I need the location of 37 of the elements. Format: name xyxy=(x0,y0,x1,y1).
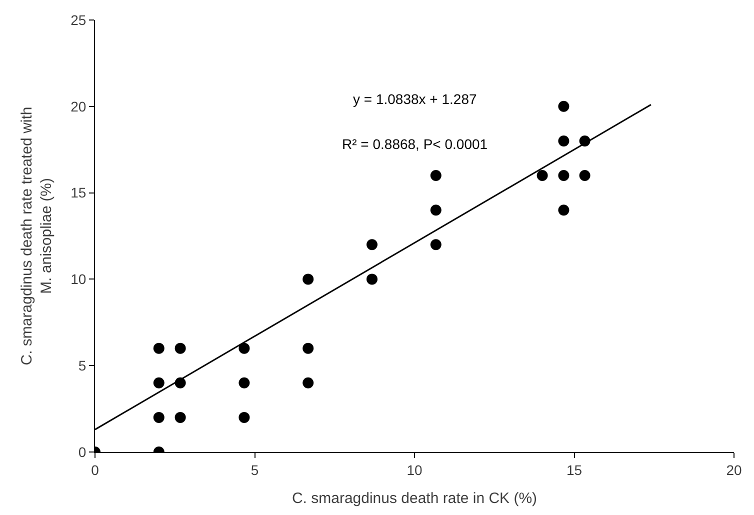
x-tick-label: 15 xyxy=(566,462,582,478)
point xyxy=(153,412,164,423)
y-tick-label: 20 xyxy=(70,98,86,114)
point xyxy=(153,377,164,388)
point xyxy=(238,342,250,354)
point xyxy=(558,170,570,182)
point xyxy=(536,170,548,182)
point xyxy=(174,412,186,423)
point xyxy=(366,274,378,285)
point xyxy=(579,170,590,182)
annotation: R² = 0.8868, P< 0.0001 xyxy=(342,136,488,152)
point xyxy=(430,204,442,216)
point xyxy=(430,239,442,250)
x-tick-label: 20 xyxy=(726,462,742,478)
point xyxy=(430,170,442,182)
y-axis-title: C. smaragdinus death rate treated with M. anisopliae (%) xyxy=(18,106,55,366)
y-tick-label: 5 xyxy=(78,358,86,374)
y-tick-label: 25 xyxy=(70,12,86,28)
point xyxy=(238,377,250,388)
y-tick-label: 15 xyxy=(70,184,86,201)
x-tick-label: 5 xyxy=(250,462,259,478)
point xyxy=(302,274,314,285)
point xyxy=(558,100,570,112)
point xyxy=(238,412,250,423)
x-axis-title: C. smaragdinus death rate in CK (%) xyxy=(292,490,538,507)
point xyxy=(366,239,378,250)
y-tick-label: 10 xyxy=(70,271,86,288)
point xyxy=(174,342,186,354)
x-tick-label: 0 xyxy=(91,462,100,478)
y-tick-label: 0 xyxy=(78,444,86,460)
point xyxy=(558,204,570,216)
x-tick-label: 10 xyxy=(406,462,422,478)
annotation: y = 1.0838x + 1.287 xyxy=(353,91,477,107)
point xyxy=(153,342,164,354)
point xyxy=(302,377,314,388)
point xyxy=(558,135,570,146)
point xyxy=(302,342,314,354)
